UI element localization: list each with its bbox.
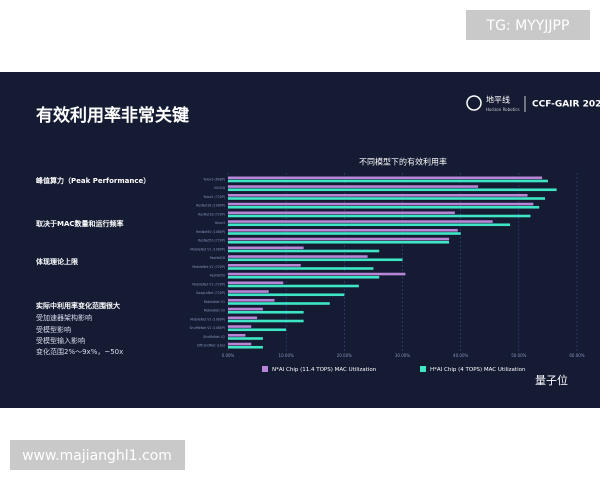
bar bbox=[228, 264, 301, 267]
watermark-box bbox=[10, 440, 185, 470]
sidebar-text: 受加速器架构影响 bbox=[36, 313, 92, 322]
bar bbox=[228, 255, 368, 258]
bar bbox=[228, 214, 531, 218]
bar bbox=[228, 202, 534, 206]
legend-label: N*AI Chip (11.4 TOPS) MAC Utilization bbox=[272, 367, 377, 373]
watermark: TG: MYYJJPP bbox=[486, 18, 570, 34]
bar bbox=[228, 284, 359, 288]
sidebar-text: 峰值算力（Peak Performance） bbox=[36, 176, 150, 185]
bar bbox=[228, 205, 540, 209]
sidebar-text: 体现理论上限 bbox=[36, 257, 79, 266]
y-tick-label: Yolov3 (608P) bbox=[203, 177, 225, 181]
bar bbox=[228, 307, 263, 311]
x-tick-label: 0.00% bbox=[222, 353, 235, 358]
sidebar-text: 取决于MAC数量和运行频率 bbox=[36, 219, 124, 228]
bar bbox=[228, 316, 258, 320]
event: CCF-GAIR 2020 bbox=[532, 100, 600, 110]
slide-title: 有效利用率非常关键 bbox=[36, 105, 189, 126]
sidebar-text: 实际中利用率变化范围很大 bbox=[36, 301, 120, 310]
watermark-box bbox=[466, 10, 590, 40]
bar bbox=[228, 223, 511, 227]
y-tick-label: ShuffleNet V2 (1080P) bbox=[190, 326, 225, 330]
bar bbox=[228, 302, 330, 305]
bar bbox=[228, 342, 252, 346]
bar bbox=[228, 185, 479, 188]
chart-title: 不同模型下的有效利用率 bbox=[359, 157, 447, 167]
y-tick-label: ResNet50 bbox=[210, 274, 225, 278]
bar bbox=[228, 258, 403, 262]
bar bbox=[228, 237, 450, 241]
y-tick-label: ResNet18 bbox=[210, 256, 225, 260]
y-tick-label: Yolov2 (720P) bbox=[203, 195, 225, 199]
x-tick-label: 40.00% bbox=[453, 353, 468, 358]
bar bbox=[228, 293, 345, 297]
bar bbox=[228, 188, 557, 192]
sidebar-text: 变化范围2%～9x%，~50x bbox=[36, 347, 123, 356]
bar bbox=[228, 310, 304, 314]
x-tick-label: 10.00% bbox=[279, 353, 294, 358]
brand-watermark: 量子位 bbox=[535, 373, 568, 387]
x-tick-label: 20.00% bbox=[337, 353, 352, 358]
sidebar-text: 受模型影响 bbox=[36, 325, 71, 334]
y-tick-label: MobileNet V2 bbox=[204, 309, 225, 313]
y-tick-label: ResNet18 (1080P) bbox=[196, 204, 225, 208]
bar bbox=[228, 176, 543, 180]
y-tick-label: MobileNet V2 (1080P) bbox=[190, 317, 225, 321]
y-tick-label: ResNet50 (1080P) bbox=[196, 230, 225, 234]
sidebar-text: 受模型输入影响 bbox=[36, 336, 85, 345]
y-tick-label: ShuffleNet V2 bbox=[203, 335, 225, 339]
y-tick-label: GoogLeNet (720P) bbox=[196, 291, 225, 295]
legend-label: H*AI Chip (4 TOPS) MAC Utilization bbox=[430, 367, 526, 373]
logo-icon bbox=[466, 95, 482, 111]
bar bbox=[228, 194, 528, 197]
watermark: www.majianghl1.com bbox=[22, 448, 172, 464]
bar bbox=[228, 249, 380, 253]
legend-swatch bbox=[420, 366, 426, 372]
bar bbox=[228, 272, 406, 276]
bar bbox=[228, 337, 263, 340]
y-tick-label: MobileNet V1 (1080P) bbox=[190, 247, 225, 251]
bar bbox=[228, 240, 450, 244]
bar bbox=[228, 281, 284, 285]
bar bbox=[228, 328, 287, 332]
bar bbox=[228, 267, 374, 270]
bar bbox=[228, 197, 546, 200]
x-tick-label: 60.00% bbox=[569, 353, 584, 358]
bar bbox=[228, 299, 275, 302]
bar bbox=[228, 179, 548, 183]
bar bbox=[228, 246, 304, 250]
bar bbox=[228, 229, 458, 232]
x-tick-label: 30.00% bbox=[395, 353, 410, 358]
bar bbox=[228, 232, 461, 235]
bar bbox=[228, 220, 493, 223]
y-tick-label: EfficientNet (Lite) bbox=[197, 344, 225, 348]
x-tick-label: 50.00% bbox=[511, 353, 526, 358]
y-tick-label: Yolov3 bbox=[215, 221, 225, 225]
y-tick-label: MobileNet V1 (720P) bbox=[192, 282, 225, 286]
bar bbox=[228, 325, 252, 328]
legend-swatch bbox=[262, 366, 268, 372]
y-tick-label: ResNet18 (720P) bbox=[198, 212, 225, 216]
bar bbox=[228, 334, 246, 337]
bar bbox=[228, 345, 263, 349]
logo: 地平线 bbox=[486, 95, 510, 105]
y-tick-label: ResNet50 (720P) bbox=[198, 239, 225, 243]
y-tick-label: VGG16 bbox=[214, 186, 225, 190]
y-tick-label: MobileNet V1 bbox=[204, 300, 225, 304]
bar bbox=[228, 211, 455, 215]
bar bbox=[228, 275, 380, 279]
y-tick-label: MobileNet V2 (720P) bbox=[192, 265, 225, 269]
bar bbox=[228, 319, 304, 323]
logo-sub: Horizon Robotics bbox=[486, 107, 520, 112]
bar bbox=[228, 290, 269, 293]
